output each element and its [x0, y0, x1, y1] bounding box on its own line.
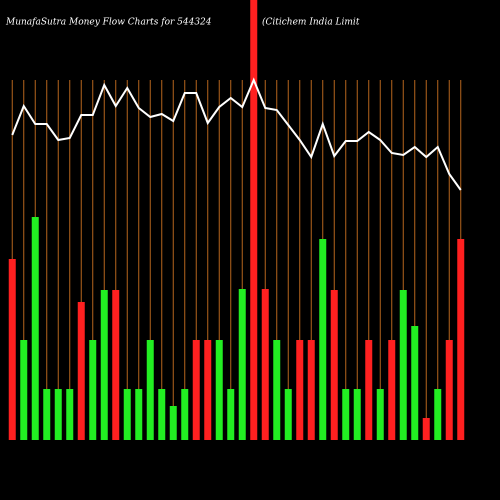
- bar: [100, 290, 108, 440]
- bar: [192, 340, 200, 440]
- money-flow-line: [11, 77, 462, 191]
- bar: [204, 340, 212, 440]
- bar: [227, 389, 235, 440]
- bar: [457, 239, 465, 440]
- bar: [66, 389, 74, 440]
- bar: [89, 340, 97, 440]
- bar: [411, 326, 419, 440]
- bar: [399, 290, 407, 440]
- bar: [54, 389, 62, 440]
- bar: [181, 389, 189, 440]
- bar: [31, 217, 39, 440]
- bar: [112, 290, 120, 440]
- bar: [365, 340, 373, 440]
- bar: [238, 289, 246, 440]
- bar: [376, 389, 384, 440]
- bar: [307, 340, 315, 440]
- bar: [319, 239, 327, 440]
- chart-title: MunafaSutra Money Flow Charts for 544324: [5, 18, 212, 28]
- bar: [273, 340, 281, 440]
- bar: [77, 302, 85, 440]
- bar: [8, 259, 16, 440]
- bar: [20, 340, 28, 440]
- bar: [135, 389, 143, 440]
- bar: [296, 340, 304, 440]
- bar: [445, 340, 453, 440]
- bar: [353, 389, 361, 440]
- bar: [422, 418, 430, 440]
- bar: [330, 290, 338, 440]
- bar: [43, 389, 51, 440]
- bar: [434, 389, 442, 440]
- bar: [123, 389, 131, 440]
- bar: [261, 289, 269, 440]
- bar: [169, 406, 177, 440]
- bar: [158, 389, 166, 440]
- bar: [215, 340, 223, 440]
- bar: [342, 389, 350, 440]
- bar: [284, 389, 292, 440]
- bar: [146, 340, 154, 440]
- chart-subtitle: (Citichem India Limit: [262, 17, 360, 28]
- bar: [250, 0, 258, 440]
- bar: [388, 340, 396, 440]
